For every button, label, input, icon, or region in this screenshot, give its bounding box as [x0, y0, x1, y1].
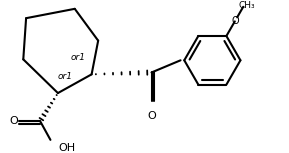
Text: O: O [231, 16, 239, 26]
Text: O: O [147, 111, 156, 121]
Text: or1: or1 [71, 53, 86, 62]
Text: CH₃: CH₃ [239, 1, 255, 10]
Text: OH: OH [58, 143, 75, 153]
Text: or1: or1 [58, 72, 73, 81]
Text: O: O [10, 116, 18, 126]
